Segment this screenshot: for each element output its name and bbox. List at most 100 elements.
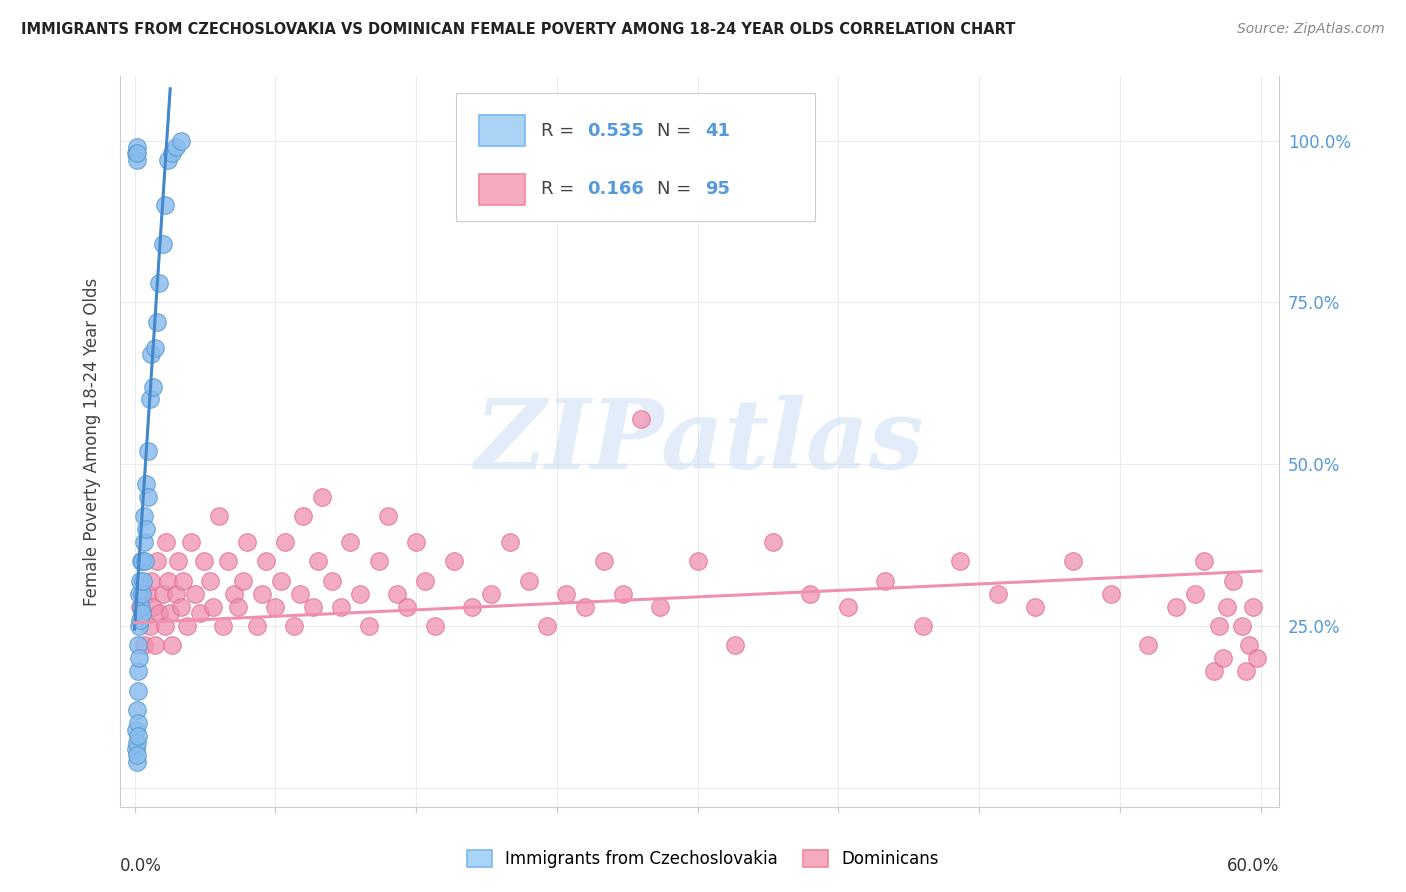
Point <box>166 554 188 568</box>
Point <box>125 742 148 756</box>
Point <box>165 587 187 601</box>
Point <box>288 587 311 601</box>
Point <box>134 554 156 568</box>
Point <box>127 748 149 763</box>
Point <box>415 574 437 588</box>
Point <box>1222 574 1244 588</box>
Point <box>160 639 183 653</box>
Point <box>1230 619 1253 633</box>
Text: R =: R = <box>540 121 579 140</box>
Point <box>423 619 446 633</box>
Point <box>159 606 181 620</box>
Point <box>648 599 671 614</box>
Point <box>138 619 160 633</box>
Point <box>724 639 747 653</box>
Point <box>153 198 176 212</box>
Point <box>157 574 180 588</box>
FancyBboxPatch shape <box>479 115 526 146</box>
Point <box>157 153 180 167</box>
Point <box>837 599 859 614</box>
Point <box>1166 599 1188 614</box>
Point <box>283 619 305 633</box>
Text: IMMIGRANTS FROM CZECHOSLOVAKIA VS DOMINICAN FEMALE POVERTY AMONG 18-24 YEAR OLDS: IMMIGRANTS FROM CZECHOSLOVAKIA VS DOMINI… <box>21 22 1015 37</box>
Point <box>148 276 170 290</box>
Point <box>222 587 245 601</box>
Point <box>125 146 148 161</box>
Point <box>142 379 165 393</box>
Point <box>254 554 277 568</box>
Point <box>592 554 614 568</box>
Point <box>308 554 330 568</box>
Point <box>141 347 163 361</box>
Point <box>302 599 325 614</box>
Point <box>188 606 211 620</box>
Point <box>132 639 155 653</box>
Point <box>127 735 149 749</box>
Point <box>1239 639 1261 653</box>
Point <box>125 755 148 769</box>
Point <box>136 490 159 504</box>
Point <box>1208 619 1230 633</box>
Point <box>264 599 287 614</box>
Point <box>143 639 166 653</box>
Text: 95: 95 <box>706 180 730 198</box>
Point <box>799 587 821 601</box>
Point <box>152 237 174 252</box>
Legend: Immigrants from Czechoslovakia, Dominicans: Immigrants from Czechoslovakia, Dominica… <box>460 843 946 875</box>
Point <box>339 534 361 549</box>
Point <box>311 490 333 504</box>
Point <box>132 574 155 588</box>
Point <box>1099 587 1122 601</box>
Point <box>555 587 578 601</box>
Point <box>245 619 267 633</box>
Point <box>129 554 152 568</box>
Point <box>143 341 166 355</box>
Point <box>132 508 155 523</box>
Point <box>1246 651 1268 665</box>
Point <box>232 574 254 588</box>
Point <box>127 683 149 698</box>
Point <box>377 508 399 523</box>
Point <box>131 587 153 601</box>
Point <box>170 599 193 614</box>
Point <box>148 606 170 620</box>
Text: 41: 41 <box>706 121 730 140</box>
Point <box>1062 554 1084 568</box>
Point <box>165 140 187 154</box>
Point <box>129 574 152 588</box>
FancyBboxPatch shape <box>456 93 815 220</box>
Point <box>273 534 295 549</box>
Text: Source: ZipAtlas.com: Source: ZipAtlas.com <box>1237 22 1385 37</box>
Point <box>367 554 389 568</box>
Point <box>125 723 148 737</box>
Point <box>217 554 239 568</box>
Point <box>127 639 149 653</box>
Text: 60.0%: 60.0% <box>1227 857 1279 875</box>
Point <box>270 574 292 588</box>
Point <box>292 508 315 523</box>
Y-axis label: Female Poverty Among 18-24 Year Olds: Female Poverty Among 18-24 Year Olds <box>83 277 101 606</box>
Point <box>129 599 152 614</box>
Point <box>141 574 163 588</box>
Point <box>128 651 150 665</box>
Point <box>405 534 427 549</box>
Point <box>211 619 233 633</box>
Point <box>236 534 259 549</box>
Point <box>146 315 169 329</box>
FancyBboxPatch shape <box>479 174 526 204</box>
Point <box>127 665 149 679</box>
Point <box>1137 639 1160 653</box>
Point <box>630 412 652 426</box>
Text: R =: R = <box>540 180 579 198</box>
Text: 0.0%: 0.0% <box>120 857 162 875</box>
Point <box>142 599 165 614</box>
Point <box>1024 599 1046 614</box>
Point <box>198 574 221 588</box>
Point <box>131 554 153 568</box>
Point <box>135 476 157 491</box>
Point <box>1241 599 1264 614</box>
Point <box>132 534 155 549</box>
Point <box>1234 665 1257 679</box>
Point <box>1202 665 1225 679</box>
Point <box>208 508 231 523</box>
